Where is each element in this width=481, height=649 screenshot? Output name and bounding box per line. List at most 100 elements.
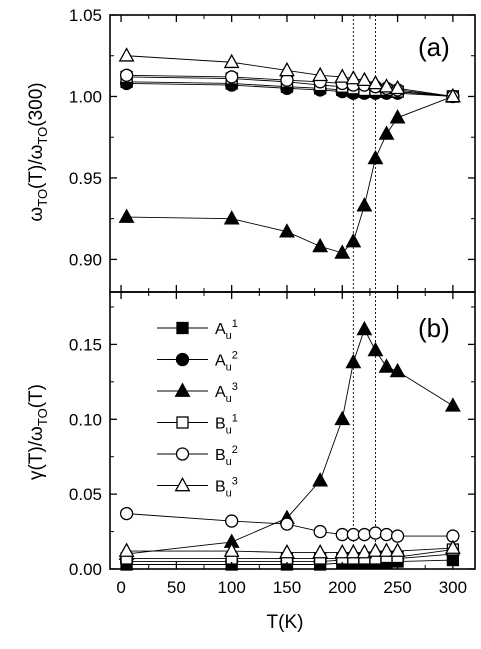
- data-point: [346, 527, 360, 542]
- legend-label: Au2: [215, 350, 238, 374]
- data-point: [225, 514, 239, 528]
- data-point: [345, 232, 362, 248]
- data-point: [223, 542, 240, 557]
- x-tick-label: 200: [328, 578, 356, 597]
- data-point: [313, 524, 327, 539]
- series-group: [118, 47, 461, 259]
- axes-frame-b: [109, 291, 476, 570]
- legend-marker: [174, 382, 191, 397]
- data-point: [367, 341, 384, 357]
- y-tick-label: 0.15: [69, 335, 102, 354]
- x-tick-label: 150: [273, 578, 301, 597]
- y-axis-label: γ(T)/ωTO(T): [26, 384, 50, 480]
- data-point: [389, 362, 406, 378]
- data-point: [378, 542, 395, 557]
- x-axis-label: T(K): [267, 612, 304, 633]
- data-point: [389, 542, 406, 557]
- data-point: [367, 149, 384, 165]
- panel-b: 0.000.050.100.15 0 50 100 150 200 250 300 Au1A…: [26, 292, 475, 633]
- data-point: [312, 237, 329, 253]
- y-tick-label: 0.10: [69, 410, 102, 429]
- x-tick-label: 100: [217, 578, 245, 597]
- data-point: [279, 544, 295, 559]
- data-point: [334, 544, 351, 559]
- axes-frames: [109, 14, 476, 570]
- data-point: [312, 472, 329, 487]
- data-point: [367, 74, 384, 90]
- data-point: [378, 125, 395, 140]
- y-tick-label: 0.95: [69, 169, 102, 188]
- series-bu2: [119, 506, 460, 543]
- legend-label: Bu2: [215, 444, 238, 468]
- legend-marker: [176, 321, 189, 335]
- data-point: [334, 410, 351, 426]
- data-point: [223, 53, 240, 69]
- data-point: [356, 71, 373, 87]
- data-point: [345, 70, 362, 85]
- data-point: [389, 79, 406, 95]
- legend-entry: Bu2: [157, 444, 238, 468]
- legend-marker: [176, 416, 189, 429]
- data-point: [378, 358, 395, 373]
- data-point: [444, 87, 461, 103]
- data-point: [389, 109, 406, 124]
- legend-label: Au1: [215, 318, 238, 342]
- data-point: [444, 539, 461, 554]
- data-point: [223, 210, 240, 225]
- data-point: [279, 223, 295, 238]
- data-point: [280, 517, 294, 531]
- data-point: [225, 70, 239, 84]
- series-bu3: [118, 47, 461, 103]
- data-point: [367, 542, 384, 557]
- series-group: [118, 320, 461, 571]
- legend-marker: [174, 476, 191, 492]
- y-tick-label: 0.05: [69, 485, 102, 504]
- legend-entry: Au2: [157, 350, 238, 374]
- phase-transition-lines: [352, 15, 376, 292]
- y-tick-label: 0.00: [69, 560, 102, 579]
- y-tick-label: 0.90: [69, 250, 102, 269]
- legend-label: Au3: [215, 381, 238, 405]
- series-au3: [118, 87, 461, 259]
- data-point: [356, 544, 373, 559]
- data-point: [118, 208, 135, 223]
- x-tick-label: 50: [167, 578, 186, 597]
- legend-entry: Bu1: [157, 413, 238, 437]
- data-point: [119, 68, 134, 82]
- data-point: [345, 544, 362, 559]
- data-point: [118, 542, 135, 557]
- data-point: [379, 527, 394, 542]
- legend-entry: Bu3: [157, 476, 238, 500]
- legend-marker: [175, 447, 190, 461]
- data-point: [312, 544, 329, 559]
- data-point: [334, 68, 351, 83]
- series-bu3: [118, 539, 461, 559]
- data-point: [368, 526, 383, 540]
- data-point: [334, 244, 351, 259]
- x-tick-label: 0: [116, 578, 125, 597]
- legend-entry: Au1: [157, 318, 238, 342]
- data-point: [444, 397, 461, 412]
- data-point: [118, 47, 135, 62]
- data-point: [356, 197, 373, 212]
- data-point: [378, 78, 395, 93]
- data-point: [335, 527, 349, 542]
- data-point: [357, 527, 372, 542]
- y-axis-label: ωTO(T)/ωTO(300): [26, 82, 50, 221]
- data-point: [356, 320, 373, 336]
- panel-label: (a): [418, 32, 450, 62]
- data-point: [119, 506, 134, 521]
- legend: Au1 Au2 Au3 Bu1 Bu2 Bu3: [157, 318, 238, 500]
- data-point: [312, 66, 329, 82]
- legend-entry: Au3: [157, 381, 238, 405]
- y-ticks: 0.90 0.95 1.00 1.05: [69, 6, 475, 269]
- data-point: [279, 61, 295, 77]
- x-tick-label: 250: [383, 578, 411, 597]
- data-point: [345, 353, 362, 369]
- legend-marker: [175, 352, 190, 367]
- panel-label: (b): [418, 313, 450, 343]
- x-ticks: [120, 15, 454, 292]
- legend-label: Bu1: [215, 413, 238, 437]
- legend-label: Bu3: [215, 476, 238, 500]
